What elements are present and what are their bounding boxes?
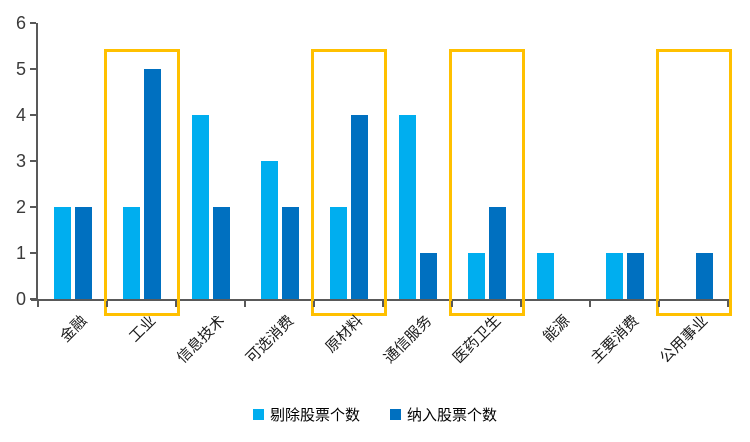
- legend: 剔除股票个数 纳入股票个数: [0, 404, 750, 425]
- x-axis-label: 公用事业: [656, 312, 711, 367]
- x-axis-label: 可选消费: [242, 312, 297, 367]
- x-tick-mark: [37, 301, 39, 307]
- x-axis-labels: 金融 工业 信息技术 可选消费 原材料 通信服务 医药卫生 能源 主要消费 公用事业: [38, 299, 728, 394]
- bar-series-1-category-5: [419, 253, 437, 299]
- x-tick-mark: [727, 301, 729, 307]
- x-tick-mark: [658, 301, 660, 307]
- legend-label-included: 纳入股票个数: [407, 407, 498, 424]
- bar-group-category-5: [383, 23, 452, 299]
- y-tick-mark: [30, 68, 36, 70]
- highlight-box-category-9: [655, 49, 732, 316]
- highlight-box-category-6: [448, 49, 525, 316]
- x-axis-label: 主要消费: [587, 312, 642, 367]
- bar-group-category-2: [176, 23, 245, 299]
- y-tick-label: 6: [15, 13, 26, 33]
- bar-series-0-category-5: [398, 115, 416, 299]
- y-tick-label: 4: [15, 105, 26, 125]
- legend-label-excluded: 剔除股票个数: [269, 407, 360, 424]
- x-axis-label: 工业: [125, 312, 159, 346]
- highlight-box-category-1: [103, 49, 180, 316]
- x-tick-mark: [589, 301, 591, 307]
- y-axis-line: [36, 23, 38, 301]
- x-axis-label: 原材料: [321, 312, 366, 357]
- legend-item-excluded: 剔除股票个数: [252, 404, 360, 425]
- y-tick-label: 2: [15, 197, 26, 217]
- x-tick-mark: [520, 301, 522, 307]
- bar-series-1-category-3: [281, 207, 299, 299]
- y-tick-mark: [30, 206, 36, 209]
- bar-series-0-category-8: [605, 253, 623, 299]
- y-tick-mark: [30, 160, 36, 162]
- x-axis-label: 金融: [56, 312, 90, 346]
- y-tick-label: 3: [15, 151, 26, 171]
- bar-group-category-8: [590, 23, 659, 299]
- x-axis-label: 通信服务: [380, 312, 435, 367]
- bar-series-0-category-2: [191, 115, 209, 299]
- bar-group-category-7: [521, 23, 590, 299]
- x-tick-mark: [175, 301, 177, 307]
- highlight-box-category-4: [310, 49, 387, 316]
- y-tick-label: 0: [15, 289, 26, 309]
- bar-series-1-category-0: [74, 207, 92, 299]
- y-tick-mark: [30, 252, 36, 255]
- x-axis-line: [31, 299, 732, 301]
- plot-area: [30, 22, 732, 316]
- x-tick-mark: [106, 301, 108, 307]
- x-axis-label: 信息技术: [173, 312, 228, 367]
- y-tick-mark: [30, 298, 36, 300]
- y-tick-label: 1: [15, 243, 26, 263]
- bar-series-0-category-0: [53, 207, 71, 299]
- x-axis-label: 医药卫生: [449, 312, 504, 367]
- x-axis-label: 能源: [539, 312, 573, 346]
- y-axis: 0 1 2 3 4 5 6: [0, 14, 30, 308]
- legend-swatch-excluded-icon: [252, 409, 264, 420]
- legend-swatch-included-icon: [390, 409, 401, 420]
- bar-series-1-category-2: [212, 207, 230, 299]
- bar-group-category-0: [38, 23, 107, 299]
- bar-series-0-category-7: [536, 253, 554, 299]
- y-tick-mark: [30, 114, 36, 117]
- x-tick-mark: [382, 301, 384, 307]
- x-tick-mark: [244, 301, 246, 307]
- legend-item-included: 纳入股票个数: [390, 404, 497, 425]
- y-tick-mark: [30, 22, 36, 24]
- bar-series-0-category-3: [260, 161, 278, 299]
- bar-group-category-3: [245, 23, 314, 299]
- y-tick-label: 5: [15, 59, 26, 79]
- bar-series-1-category-8: [626, 253, 644, 299]
- x-tick-mark: [451, 301, 453, 307]
- x-tick-mark: [313, 301, 315, 307]
